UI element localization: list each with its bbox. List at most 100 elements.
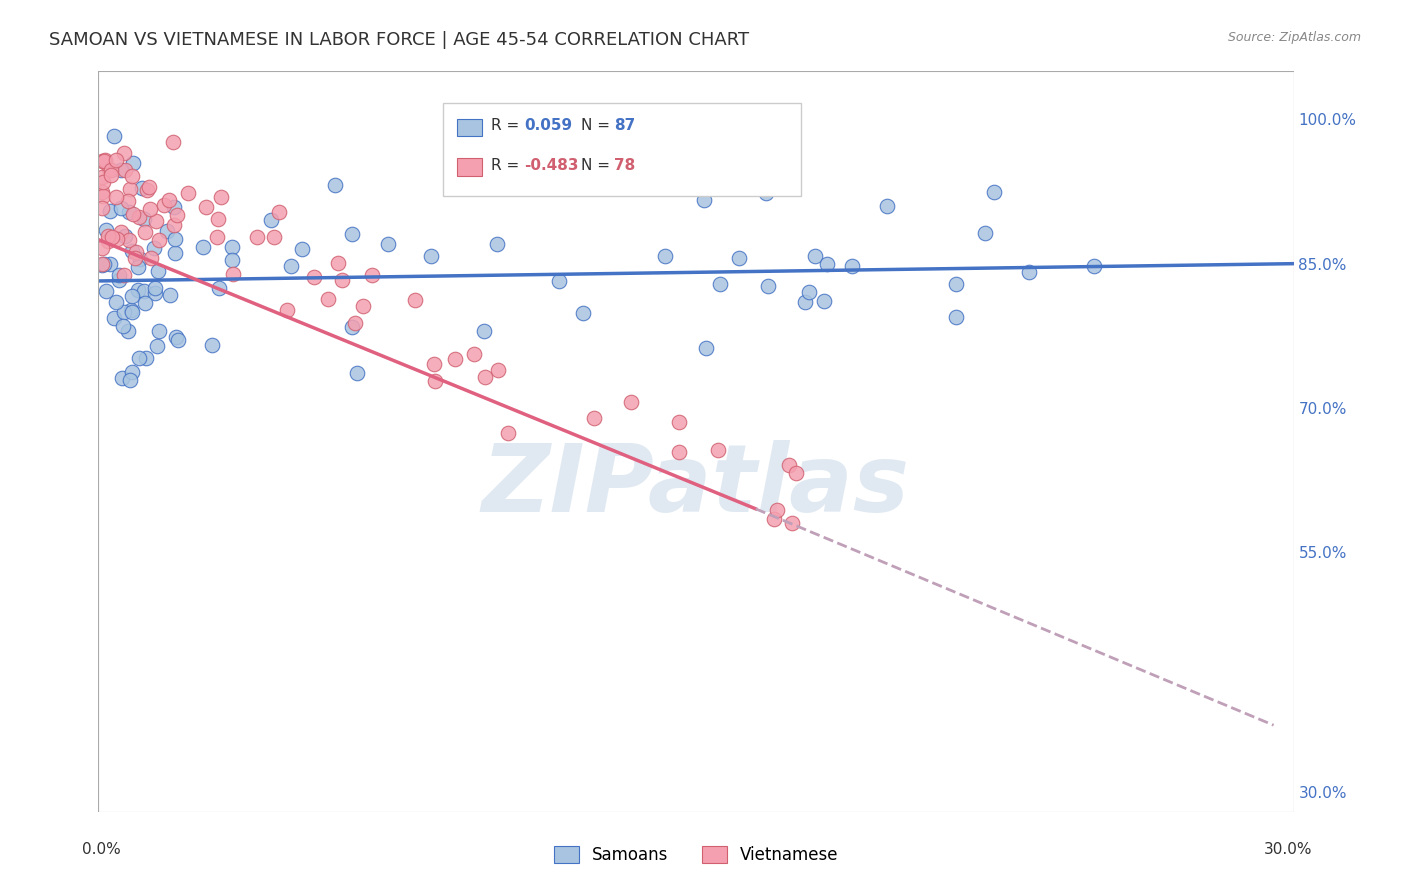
Point xyxy=(148,233,170,247)
Point xyxy=(132,284,155,298)
Point xyxy=(94,284,117,298)
Point xyxy=(98,204,121,219)
Point xyxy=(156,224,179,238)
Point xyxy=(799,285,821,299)
Point xyxy=(486,363,509,377)
Point xyxy=(108,268,131,282)
Point xyxy=(105,232,128,246)
Point xyxy=(260,212,283,227)
Point xyxy=(377,236,399,251)
Point xyxy=(117,324,139,338)
Text: R =: R = xyxy=(491,158,524,172)
Point xyxy=(221,252,243,267)
Text: 0.059: 0.059 xyxy=(524,119,572,133)
Point xyxy=(974,226,997,240)
Point xyxy=(582,411,605,425)
Point xyxy=(695,341,717,355)
Point xyxy=(134,296,156,310)
Point xyxy=(121,244,143,258)
Point xyxy=(121,169,143,183)
Point xyxy=(98,162,121,177)
Point xyxy=(120,302,142,317)
Point xyxy=(91,257,114,271)
Point xyxy=(121,365,143,379)
Point xyxy=(572,306,595,320)
Point xyxy=(191,240,214,254)
Point xyxy=(654,249,676,263)
Text: 30.0%: 30.0% xyxy=(1264,842,1312,856)
Point xyxy=(91,258,114,272)
Point xyxy=(221,267,243,281)
Point xyxy=(330,273,353,287)
Point xyxy=(100,163,122,178)
Point xyxy=(200,338,222,352)
Point xyxy=(765,502,787,516)
Point xyxy=(167,333,190,347)
Point xyxy=(125,245,148,260)
Point xyxy=(91,186,114,200)
Point xyxy=(111,371,134,385)
Point xyxy=(127,260,149,274)
Point xyxy=(793,295,815,310)
Point xyxy=(323,178,346,193)
Point xyxy=(207,211,229,226)
Point xyxy=(166,208,188,222)
Point xyxy=(100,257,122,271)
Point xyxy=(128,211,150,225)
Point xyxy=(763,512,786,526)
Point xyxy=(122,207,145,221)
Point xyxy=(195,201,218,215)
Point xyxy=(141,251,163,265)
Point xyxy=(129,252,152,266)
Point xyxy=(162,135,184,149)
Point xyxy=(124,251,146,265)
Point xyxy=(103,310,125,325)
Point xyxy=(841,259,863,273)
Point xyxy=(1083,259,1105,273)
Point xyxy=(291,242,314,256)
Point xyxy=(221,240,243,254)
Text: Source: ZipAtlas.com: Source: ZipAtlas.com xyxy=(1227,31,1361,45)
Point xyxy=(547,274,569,288)
Point xyxy=(118,233,141,247)
Text: 78: 78 xyxy=(614,158,636,172)
Point xyxy=(207,230,229,244)
Point xyxy=(94,223,117,237)
Point xyxy=(813,294,835,309)
Point xyxy=(267,205,290,219)
Point xyxy=(876,199,898,213)
Point xyxy=(945,310,967,324)
Text: ZIPatlas: ZIPatlas xyxy=(482,440,910,532)
Point xyxy=(110,226,132,240)
Text: 87: 87 xyxy=(614,119,636,133)
Point xyxy=(127,283,149,297)
Point xyxy=(209,190,232,204)
Text: -0.483: -0.483 xyxy=(524,158,579,172)
Point xyxy=(276,302,298,317)
Point xyxy=(93,257,115,271)
Point xyxy=(316,292,339,306)
Point xyxy=(103,128,125,143)
Point xyxy=(709,277,731,292)
Point xyxy=(404,293,426,308)
Point xyxy=(107,273,129,287)
Point xyxy=(165,246,187,260)
Point xyxy=(785,467,807,481)
Point xyxy=(668,415,690,429)
Point xyxy=(302,270,325,285)
Text: SAMOAN VS VIETNAMESE IN LABOR FORCE | AGE 45-54 CORRELATION CHART: SAMOAN VS VIETNAMESE IN LABOR FORCE | AG… xyxy=(49,31,749,49)
Point xyxy=(143,286,166,301)
Point xyxy=(139,202,162,216)
Point xyxy=(423,357,446,371)
Text: N =: N = xyxy=(581,158,614,172)
Point xyxy=(755,186,778,200)
Point xyxy=(135,184,157,198)
Point xyxy=(340,227,363,241)
Point xyxy=(146,339,169,353)
Point xyxy=(120,373,142,387)
Point xyxy=(423,374,446,388)
Point xyxy=(804,249,827,263)
Point xyxy=(157,194,180,208)
Point xyxy=(91,202,114,216)
Text: R =: R = xyxy=(491,119,524,133)
